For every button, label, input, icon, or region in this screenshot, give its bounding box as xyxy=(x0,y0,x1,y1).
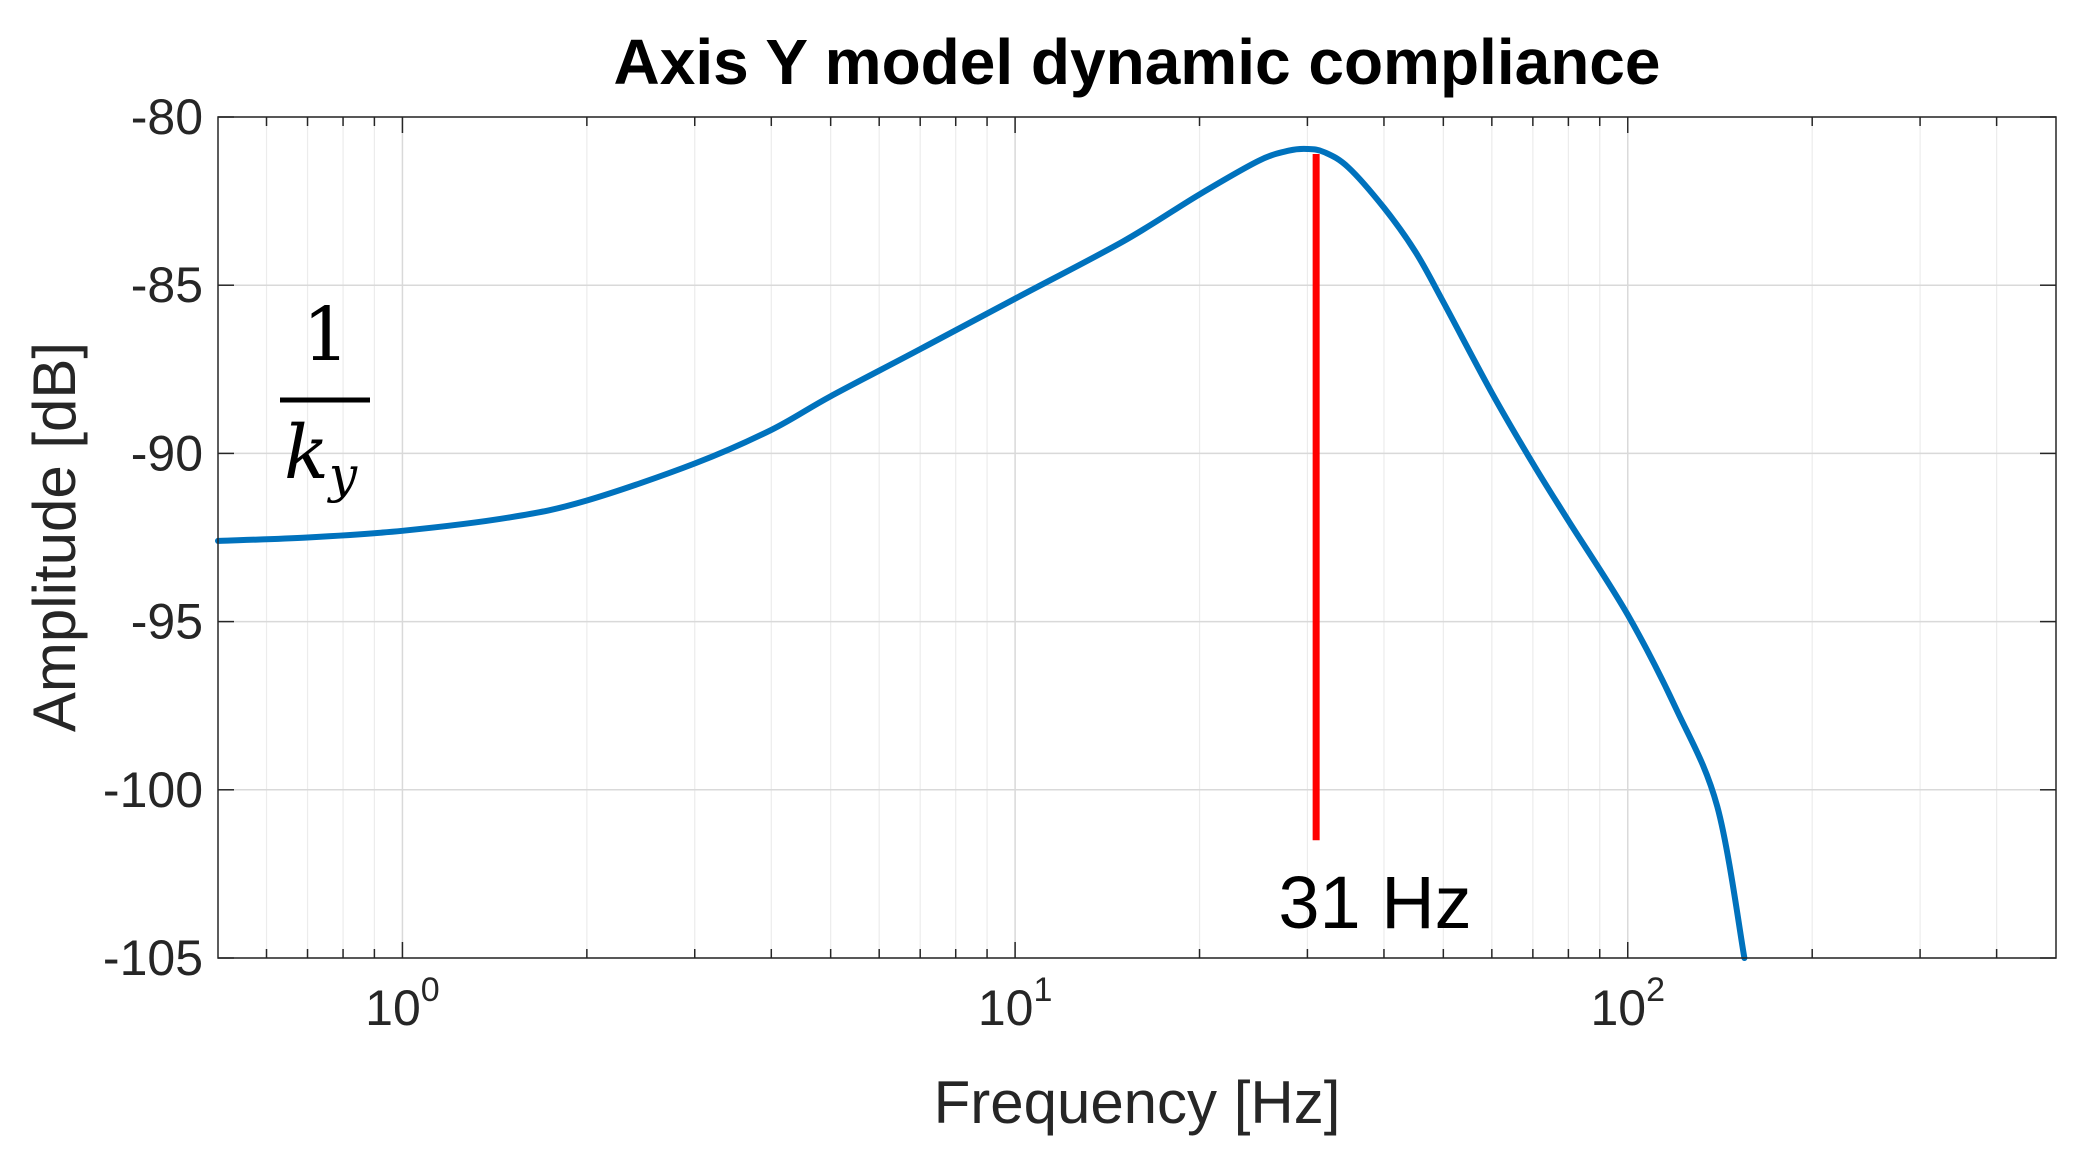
x-tick-label: 100 xyxy=(365,971,440,1036)
x-tick-exponent: 1 xyxy=(1033,971,1052,1009)
x-tick-exponent: 2 xyxy=(1646,971,1665,1009)
y-axis-label: Amplitude [dB] xyxy=(21,342,88,732)
y-tick-label: -105 xyxy=(103,930,203,986)
x-tick-base: 10 xyxy=(978,980,1034,1036)
series-line xyxy=(215,145,1748,961)
resonance-label: 31 Hz xyxy=(1278,861,1471,944)
x-tick-base: 10 xyxy=(1590,980,1646,1036)
y-tick-labels: -80 -85 -90 -95 -100 -105 xyxy=(103,89,203,986)
y-tick-label: -95 xyxy=(131,594,203,650)
plot-area xyxy=(218,117,2056,958)
stiffness-numerator: 1 xyxy=(302,292,349,378)
x-tick-label: 101 xyxy=(978,971,1053,1036)
y-tick-label: -100 xyxy=(103,762,203,818)
stiffness-denominator: ky xyxy=(284,410,358,504)
plot-frame xyxy=(217,116,2057,959)
stiffness-annotation: 1 ky xyxy=(280,292,370,504)
stiffness-subscript: y xyxy=(327,446,358,504)
y-tick-label: -85 xyxy=(131,257,203,313)
x-tick-exponent: 0 xyxy=(421,971,440,1009)
stiffness-symbol: k xyxy=(284,410,329,496)
x-axis-label: Frequency [Hz] xyxy=(934,1069,1341,1136)
y-tick-label: -90 xyxy=(131,425,203,481)
x-tick-labels: 100 101 102 xyxy=(365,971,1665,1036)
x-tick-label: 102 xyxy=(1590,971,1665,1036)
chart-title: Axis Y model dynamic compliance xyxy=(614,26,1661,98)
minor-grid xyxy=(265,117,1998,958)
y-tick-label: -80 xyxy=(131,89,203,145)
x-tick-base: 10 xyxy=(365,980,421,1036)
